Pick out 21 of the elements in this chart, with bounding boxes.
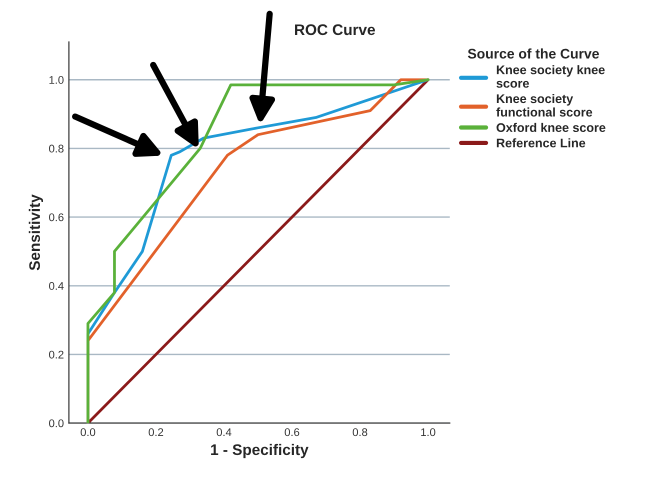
legend-label: Knee society knee score [496, 65, 605, 88]
x-tick-label: 0.6 [284, 428, 300, 436]
x-tick-label: 0.4 [216, 428, 232, 436]
y-tick-label: 0.4 [49, 282, 64, 290]
y-tick-label: 1.0 [49, 76, 64, 84]
x-tick-label: 0.2 [148, 428, 164, 436]
line-series [86, 78, 430, 424]
x-axis-title: 1 - Specificity [211, 444, 309, 458]
legend-title: Source of the Curve [468, 48, 599, 59]
y-tick-label: 0.2 [49, 350, 64, 359]
y-tick-label: 0.6 [49, 213, 64, 222]
x-tick-label: 1.0 [421, 428, 436, 436]
x-tick-label: 0.0 [80, 428, 96, 436]
y-tick-label: 0.0 [49, 419, 64, 428]
legend-label: Reference Line [496, 138, 586, 148]
chart-title: ROC Curve [295, 24, 375, 36]
x-tick-label: 0.8 [352, 428, 368, 436]
y-axis-title: Sensitivity [28, 194, 44, 270]
y-tick-label: 0.8 [49, 144, 64, 153]
legend-label: Knee society functional score [496, 94, 592, 117]
legend-label: Oxford knee score [496, 122, 606, 132]
